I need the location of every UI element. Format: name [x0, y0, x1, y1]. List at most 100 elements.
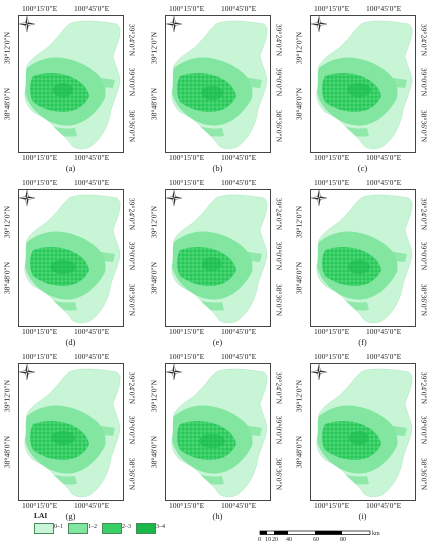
lai-zone-3-4 — [199, 434, 225, 448]
top-lon-label-2: 100°45′0″E — [221, 178, 257, 187]
lai-map — [316, 20, 413, 150]
left-lat-label-2: 38°48′0″N — [149, 87, 159, 121]
map-panel-e: 100°15′0″E 100°45′0″E 39°12′0″N 38°48′0″… — [149, 178, 286, 348]
map-panel-d: 100°15′0″E 100°45′0″E 39°12′0″N 38°48′0″… — [2, 178, 139, 348]
bottom-lon-label-2: 100°45′0″E — [221, 153, 257, 162]
top-lon-label-1: 100°15′0″E — [22, 178, 58, 187]
top-lon-label-1: 100°15′0″E — [314, 178, 350, 187]
legend-label-0-1: 0–1 — [54, 524, 63, 530]
north-arrow-icon — [166, 364, 182, 380]
bottom-lon-label-2: 100°45′0″E — [366, 153, 402, 162]
panel-caption: (i) — [358, 511, 367, 521]
map-frame — [310, 15, 416, 153]
bottom-lon-label-1: 100°15′0″E — [169, 501, 205, 510]
lai-zone-3-4 — [50, 260, 76, 274]
left-lat-label-1: 39°12′0″N — [2, 205, 12, 239]
right-lat-label-3: 38°36′0″N — [419, 457, 429, 491]
map-frame — [18, 189, 124, 327]
left-lat-label-2: 38°48′0″N — [2, 261, 12, 295]
top-lon-label-2: 100°45′0″E — [366, 178, 402, 187]
lai-map — [171, 368, 268, 498]
map-panel-c: 100°15′0″E 100°45′0″E 39°12′0″N 38°48′0″… — [294, 4, 431, 174]
lai-map — [316, 194, 413, 324]
top-lon-label-2: 100°45′0″E — [74, 4, 110, 13]
panel-caption: (a) — [65, 163, 76, 173]
top-lon-label-2: 100°45′0″E — [221, 352, 257, 361]
left-lat-label-1: 39°12′0″N — [2, 379, 12, 413]
lai-map — [316, 368, 413, 498]
lai-zone-3-4 — [202, 257, 222, 271]
bottom-lon-label-2: 100°45′0″E — [74, 501, 110, 510]
panel-caption: (h) — [212, 511, 223, 521]
legend-swatch-0-1 — [34, 523, 54, 534]
lai-zone-3-4 — [201, 86, 223, 100]
left-lat-label-2: 38°48′0″N — [149, 435, 159, 469]
north-arrow-icon — [166, 190, 182, 206]
bottom-lon-label-2: 100°45′0″E — [74, 327, 110, 336]
left-lat-label-1: 39°12′0″N — [294, 379, 304, 413]
left-lat-label-2: 38°48′0″N — [149, 261, 159, 295]
legend-label-1-2: 1–2 — [88, 524, 97, 530]
lai-map — [24, 20, 121, 150]
lai-zone-3-4 — [347, 83, 371, 97]
right-lat-label-3: 38°36′0″N — [127, 109, 137, 143]
scale-tick-40: 40 — [286, 537, 292, 543]
map-panel-g: 100°15′0″E 100°45′0″E 39°12′0″N 38°48′0″… — [2, 352, 139, 522]
right-lat-label-3: 38°36′0″N — [274, 283, 284, 317]
legend-title: LAI — [34, 511, 48, 520]
top-lon-label-1: 100°15′0″E — [314, 352, 350, 361]
map-frame — [165, 363, 271, 501]
scale-tick-10: 10 — [265, 537, 271, 543]
right-lat-label-3: 38°36′0″N — [419, 109, 429, 143]
left-lat-label-2: 38°48′0″N — [294, 261, 304, 295]
legend-label-3-4: 3–4 — [156, 524, 165, 530]
map-panel-f: 100°15′0″E 100°45′0″E 39°12′0″N 38°48′0″… — [294, 178, 431, 348]
bottom-lon-label-2: 100°45′0″E — [74, 153, 110, 162]
bottom-lon-label-1: 100°15′0″E — [22, 501, 58, 510]
north-arrow-icon — [19, 16, 35, 32]
lai-map — [24, 194, 121, 324]
scale-bar: 0 10 20 40 60 80 km — [258, 530, 388, 546]
bottom-lon-label-1: 100°15′0″E — [169, 153, 205, 162]
north-arrow-icon — [311, 364, 327, 380]
panel-caption: (f) — [358, 337, 367, 347]
right-lat-label-3: 38°36′0″N — [127, 457, 137, 491]
map-frame — [165, 189, 271, 327]
map-panel-h: 100°15′0″E 100°45′0″E 39°12′0″N 38°48′0″… — [149, 352, 286, 522]
map-frame — [18, 15, 124, 153]
top-lon-label-1: 100°15′0″E — [314, 4, 350, 13]
top-lon-label-2: 100°45′0″E — [366, 4, 402, 13]
legend-swatch-2-3 — [102, 523, 122, 534]
legend-label-2-3: 2–3 — [122, 524, 131, 530]
map-frame — [18, 363, 124, 501]
left-lat-label-1: 39°12′0″N — [294, 205, 304, 239]
bottom-lon-label-1: 100°15′0″E — [314, 153, 350, 162]
map-frame — [310, 189, 416, 327]
lai-zone-3-4 — [51, 431, 75, 445]
left-lat-label-1: 39°12′0″N — [149, 379, 159, 413]
top-lon-label-1: 100°15′0″E — [169, 4, 205, 13]
left-lat-label-1: 39°12′0″N — [149, 31, 159, 65]
lai-map — [171, 20, 268, 150]
bottom-lon-label-1: 100°15′0″E — [314, 327, 350, 336]
left-lat-label-2: 38°48′0″N — [294, 87, 304, 121]
north-arrow-icon — [311, 16, 327, 32]
left-lat-label-1: 39°12′0″N — [2, 31, 12, 65]
lai-map — [171, 194, 268, 324]
north-arrow-icon — [166, 16, 182, 32]
lai-map — [24, 368, 121, 498]
top-lon-label-1: 100°15′0″E — [22, 352, 58, 361]
scale-tick-80: 80 — [340, 537, 346, 543]
bottom-lon-label-1: 100°15′0″E — [22, 153, 58, 162]
panel-caption: (e) — [212, 337, 223, 347]
top-lon-label-1: 100°15′0″E — [169, 178, 205, 187]
right-lat-label-3: 38°36′0″N — [274, 457, 284, 491]
lai-zone-3-4 — [53, 83, 73, 97]
bottom-lon-label-1: 100°15′0″E — [314, 501, 350, 510]
right-lat-label-3: 38°36′0″N — [274, 109, 284, 143]
map-frame — [310, 363, 416, 501]
bottom-lon-label-2: 100°45′0″E — [221, 501, 257, 510]
panel-caption: (d) — [65, 337, 76, 347]
scale-tick-60: 60 — [313, 537, 319, 543]
left-lat-label-2: 38°48′0″N — [2, 87, 12, 121]
